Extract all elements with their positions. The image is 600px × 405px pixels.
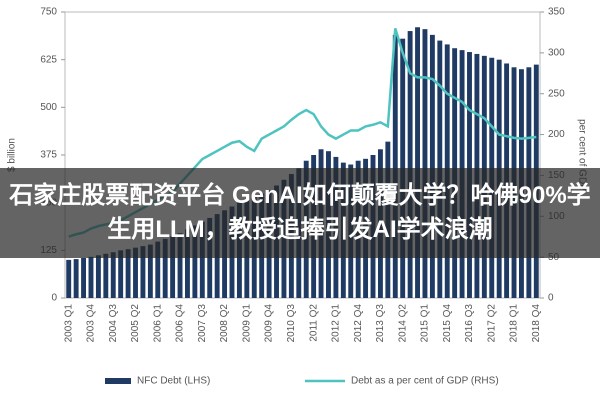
bar xyxy=(125,249,131,298)
y-tick-label: 0 xyxy=(51,293,57,304)
x-tick-label: 2014 Q2 xyxy=(397,304,408,343)
bar xyxy=(392,34,398,298)
y2-tick-label: 350 xyxy=(548,7,565,18)
x-tick-label: 2012 Q1 xyxy=(331,304,342,343)
y-tick-label: 625 xyxy=(40,54,57,65)
x-tick-label: 2011 Q2 xyxy=(308,304,319,342)
bar xyxy=(147,244,153,298)
bar xyxy=(185,229,190,298)
bar xyxy=(407,31,413,299)
x-tick-label: 2018 Q1 xyxy=(509,304,520,343)
x-tick-label: 2003 Q4 xyxy=(86,304,97,343)
x-tick-label: 2015 Q1 xyxy=(420,304,431,343)
headline: 石家庄股票配资平台 GenAI如何颠覆大学？哈佛90%学生用LLM，教授追捧引发… xyxy=(9,182,591,243)
bar xyxy=(73,259,79,298)
bar xyxy=(88,256,94,298)
x-tick-label: 2012 Q4 xyxy=(353,304,364,343)
bar xyxy=(162,238,168,298)
x-tick-label: 2010 Q3 xyxy=(286,304,297,343)
bar xyxy=(81,257,87,298)
x-tick-label: 2007 Q3 xyxy=(197,304,208,343)
bar xyxy=(95,255,101,298)
bar xyxy=(140,246,146,298)
bar xyxy=(415,27,420,299)
bar xyxy=(118,250,124,298)
x-tick-label: 2018 Q4 xyxy=(531,304,542,343)
bar xyxy=(199,221,205,298)
x-tick-label: 2016 Q3 xyxy=(464,304,475,343)
x-tick-label: 2006 Q1 xyxy=(152,304,163,343)
bar xyxy=(66,259,72,298)
bar xyxy=(110,252,116,298)
x-tick-label: 2017 Q2 xyxy=(486,304,497,343)
bar xyxy=(103,253,109,298)
x-tick-label: 2006 Q4 xyxy=(175,304,186,343)
x-tick-label: 2003 Q1 xyxy=(63,304,74,343)
x-tick-label: 2009 Q1 xyxy=(241,304,252,343)
legend-label: NFC Debt (LHS) xyxy=(137,376,210,387)
x-tick-label: 2005 Q2 xyxy=(130,304,141,343)
y2-tick-label: 200 xyxy=(548,129,565,140)
bar xyxy=(177,233,183,298)
y-axis-label: $ billion xyxy=(7,138,18,172)
x-tick-label: 2013 Q3 xyxy=(375,304,386,343)
bar xyxy=(429,34,435,298)
x-tick-label: 2009 Q4 xyxy=(264,304,275,343)
bar xyxy=(192,225,198,298)
y-tick-label: 500 xyxy=(40,102,57,113)
y2-axis-label: per cent of GDP xyxy=(576,119,587,191)
bar xyxy=(133,247,138,298)
y-tick-label: 750 xyxy=(40,7,57,18)
x-tick-label: 2004 Q3 xyxy=(108,304,119,343)
bar xyxy=(422,29,428,298)
legend-swatch xyxy=(105,378,131,384)
y-tick-label: 375 xyxy=(40,150,57,161)
bar xyxy=(155,241,161,298)
x-tick-label: 2008 Q2 xyxy=(219,304,230,343)
x-tick-label: 2015 Q4 xyxy=(442,304,453,343)
headline-banner: 石家庄股票配资平台 GenAI如何颠覆大学？哈佛90%学生用LLM，教授追捧引发… xyxy=(0,168,600,258)
y2-tick-label: 250 xyxy=(548,88,565,99)
y2-tick-label: 300 xyxy=(548,47,565,58)
y2-tick-label: 0 xyxy=(548,293,554,304)
bar xyxy=(170,236,176,298)
legend-label: Debt as a per cent of GDP (RHS) xyxy=(351,376,499,387)
